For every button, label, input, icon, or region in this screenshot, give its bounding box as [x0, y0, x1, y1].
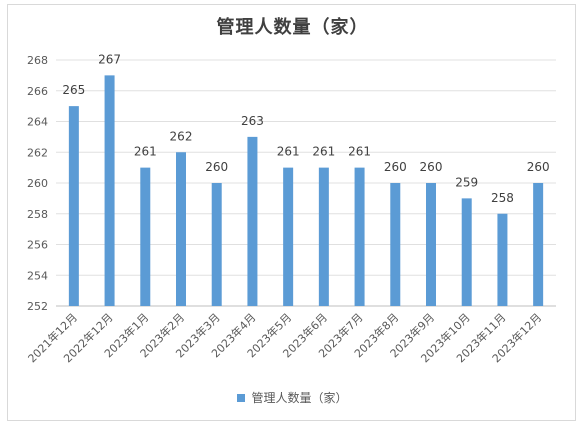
y-tick-label: 264 — [27, 116, 48, 129]
bar — [390, 183, 401, 306]
bars — [68, 75, 544, 306]
bar — [140, 167, 151, 306]
category-labels: 2021年12月2022年12月2023年1月2023年2月2023年3月202… — [25, 310, 544, 365]
y-tick-label: 252 — [27, 300, 48, 313]
y-tick-label: 266 — [27, 85, 48, 98]
gridlines — [56, 59, 556, 307]
bar — [354, 167, 365, 306]
bar — [176, 152, 186, 306]
data-label: 260 — [527, 160, 550, 174]
data-label: 263 — [241, 114, 264, 128]
y-tick-label: 262 — [27, 146, 48, 159]
bar — [211, 183, 222, 306]
data-label: 262 — [170, 129, 193, 143]
chart-title: 管理人数量（家） — [216, 17, 369, 38]
y-tick-label: 268 — [27, 54, 48, 67]
data-label: 265 — [62, 83, 85, 97]
data-label: 260 — [420, 160, 443, 174]
data-label: 261 — [348, 145, 371, 159]
bar — [533, 183, 544, 306]
bar — [68, 106, 79, 306]
data-label: 259 — [455, 175, 478, 189]
legend-label: 管理人数量（家） — [251, 391, 348, 405]
bar — [318, 167, 329, 306]
bar — [426, 183, 436, 306]
bar — [104, 75, 115, 306]
axes: 252 254 256 258 260 262 264 266 268 — [27, 54, 48, 313]
bar — [283, 167, 294, 306]
data-label: 260 — [384, 160, 407, 174]
data-label: 261 — [277, 145, 300, 159]
legend-swatch — [237, 393, 246, 402]
data-labels: 265 267 261 262 260 263 261 261 261 260 260 259 258 2… — [62, 52, 549, 204]
data-label: 261 — [134, 145, 157, 159]
y-tick-label: 260 — [27, 177, 48, 190]
y-tick-label: 254 — [27, 269, 48, 282]
bar — [461, 198, 472, 306]
data-label: 258 — [491, 191, 514, 205]
bar — [247, 136, 258, 306]
data-label: 261 — [312, 145, 335, 159]
legend: 管理人数量（家） — [0, 389, 585, 406]
bar — [497, 213, 508, 306]
y-tick-label: 256 — [27, 239, 48, 252]
data-label: 260 — [205, 160, 228, 174]
data-label: 267 — [98, 52, 121, 66]
y-tick-label: 258 — [27, 208, 48, 221]
